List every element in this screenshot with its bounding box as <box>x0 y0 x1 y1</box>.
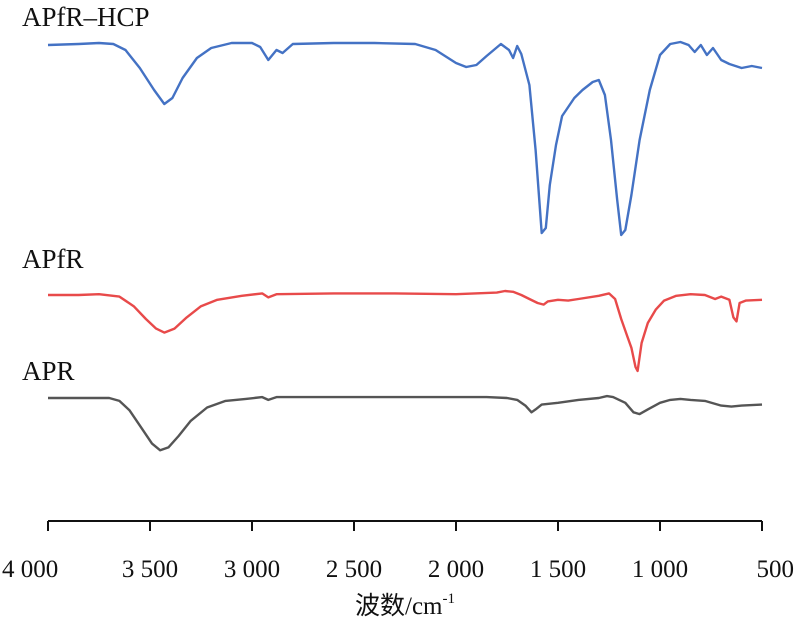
series-label-apr: APR <box>22 356 75 386</box>
x-axis-title-text: 波数/cm <box>355 592 443 620</box>
x-tick-label: 3 500 <box>122 556 178 583</box>
x-tick-label: 2 000 <box>428 556 484 583</box>
x-axis-title-superscript: -1 <box>443 591 456 607</box>
x-tick-label: 2 500 <box>326 556 382 583</box>
x-tick-label: 3 000 <box>224 556 280 583</box>
series-line-apfr <box>48 289 763 373</box>
x-tick-label: 1 000 <box>632 556 688 583</box>
x-axis-ticks: 4 000 3 500 3 000 2 500 2 000 1 500 1 000 500 <box>2 521 794 583</box>
series-label-apfr-hcp: APfR–HCP <box>22 2 150 32</box>
x-tick-label: 4 000 <box>2 556 58 583</box>
x-tick-label: 500 <box>757 556 795 583</box>
series-line-apfr-hcp <box>47 40 763 237</box>
x-tick-label: 1 500 <box>530 556 586 583</box>
series-label-apfr: APfR <box>22 244 84 274</box>
curves-layer <box>47 40 763 452</box>
series-line-apr <box>48 394 763 452</box>
x-axis-title: 波数/cm-1 <box>355 591 455 620</box>
